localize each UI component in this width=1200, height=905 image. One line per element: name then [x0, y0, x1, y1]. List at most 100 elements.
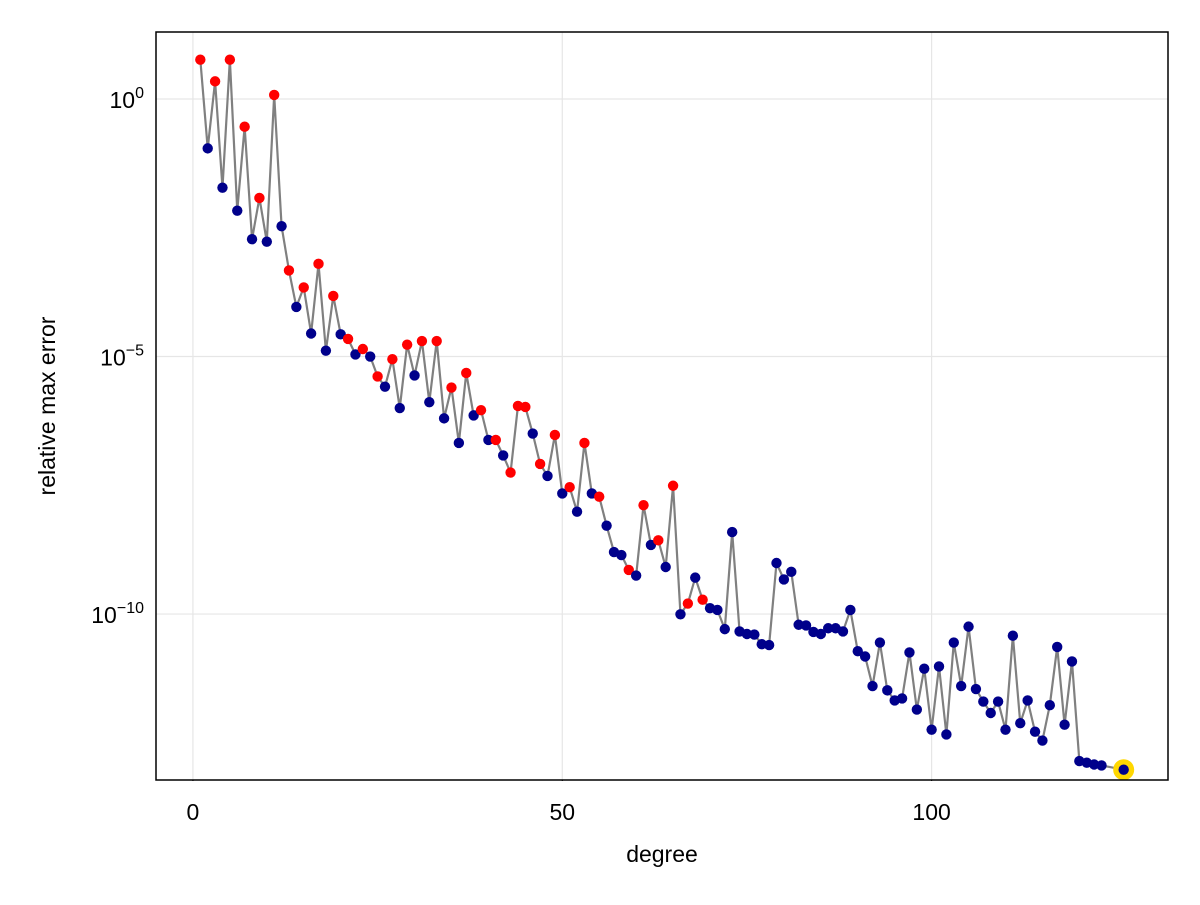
data-point-positive [195, 54, 206, 65]
data-point-negative [424, 396, 435, 408]
data-point-negative [882, 685, 893, 696]
data-point-positive [505, 467, 516, 478]
data-point-negative [712, 604, 723, 616]
data-point-negative [815, 628, 827, 640]
data-point-negative [845, 604, 856, 616]
data-point-negative [800, 620, 812, 631]
data-point-negative [1029, 726, 1041, 737]
data-point-negative [1000, 724, 1011, 735]
data-point-negative [948, 637, 959, 648]
data-point-negative [867, 680, 878, 692]
data-point-negative [379, 381, 391, 392]
y-axis-label: relative max error [34, 316, 60, 495]
x-tick-label: 0 [187, 799, 200, 825]
data-point-negative [571, 506, 583, 517]
data-point-negative [926, 724, 937, 735]
data-point-positive [416, 335, 428, 347]
data-point-negative [409, 370, 420, 381]
data-point-negative [1044, 699, 1056, 711]
data-point-negative [823, 623, 834, 634]
data-point-positive [313, 258, 324, 270]
data-point-negative [675, 609, 686, 620]
data-point-negative [933, 661, 945, 672]
data-point-negative [276, 220, 287, 232]
data-point-negative [1037, 735, 1048, 746]
data-point-negative [1051, 641, 1063, 653]
data-point-positive [594, 491, 605, 502]
data-point-positive [579, 437, 590, 449]
data-point-negative [963, 621, 974, 632]
data-point-positive [682, 598, 694, 609]
data-point-positive [268, 89, 280, 101]
plot-frame [155, 31, 1169, 781]
x-axis-ticks: 0 50 100 [187, 780, 951, 825]
data-point-negative [726, 526, 738, 538]
data-point-negative [719, 623, 730, 635]
data-point-negative [616, 549, 627, 561]
data-point-negative [1059, 719, 1070, 730]
data-point-negative [690, 572, 701, 583]
x-axis-label: degree [626, 841, 698, 867]
data-point-negative [660, 561, 671, 573]
data-point-negative [985, 707, 996, 719]
data-point-negative [1066, 656, 1078, 667]
data-point-negative [497, 450, 509, 461]
data-point-positive [254, 192, 265, 204]
data-point-positive [209, 76, 221, 87]
data-point-positive [520, 401, 531, 413]
data-point-negative [320, 345, 332, 356]
data-point-positive [357, 343, 369, 355]
data-point-positive [328, 290, 339, 302]
data-point-positive [564, 482, 575, 493]
data-point-positive [534, 458, 546, 470]
data-point-negative [1022, 695, 1033, 706]
data-point-negative [904, 647, 915, 658]
y-axis-ticks: 100 10−5 10−10 [91, 85, 144, 628]
data-point-negative [1015, 718, 1026, 729]
data-point-negative [438, 413, 450, 424]
x-tick-label: 100 [912, 799, 950, 825]
y-tick-label: 10−10 [91, 600, 144, 628]
data-point-positive [653, 535, 664, 546]
data-point-positive [401, 339, 413, 350]
data-point-negative [202, 143, 213, 154]
data-point-negative [542, 470, 553, 482]
data-point-positive [342, 333, 354, 345]
data-point-positive [475, 404, 487, 416]
x-tick-label: 50 [549, 799, 575, 825]
grid-lines [156, 32, 1168, 780]
data-point-negative [305, 328, 317, 339]
data-point-positive [298, 282, 309, 293]
data-point-negative [896, 693, 908, 704]
data-point-positive [224, 54, 236, 65]
data-point-negative [992, 696, 1004, 707]
data-point-negative [970, 683, 982, 695]
data-point-negative [941, 729, 952, 740]
data-point-negative [291, 301, 302, 313]
data-point-positive [387, 353, 398, 365]
data-point-negative [365, 351, 376, 362]
data-point-negative [763, 639, 775, 651]
data-point-positive [549, 429, 561, 441]
data-point-negative [978, 696, 989, 707]
data-point-positive [490, 434, 501, 446]
data-point-negative [601, 520, 612, 531]
data-point-negative [852, 646, 863, 657]
data-point-positive [667, 480, 679, 491]
y-tick-label: 10−5 [100, 343, 144, 371]
data-point-negative [261, 236, 273, 247]
data-point-negative [527, 428, 538, 439]
data-point-positive [431, 335, 442, 347]
data-point-positive [638, 499, 649, 511]
data-point-negative [1096, 760, 1107, 771]
data-point-negative [246, 233, 258, 245]
data-point-negative [778, 574, 790, 585]
data-point-positive [461, 367, 472, 379]
data-point-positive [446, 382, 457, 393]
data-point-negative [837, 626, 849, 637]
data-point-negative [859, 651, 871, 662]
data-point-negative [453, 437, 465, 449]
data-point-positive [372, 371, 383, 382]
